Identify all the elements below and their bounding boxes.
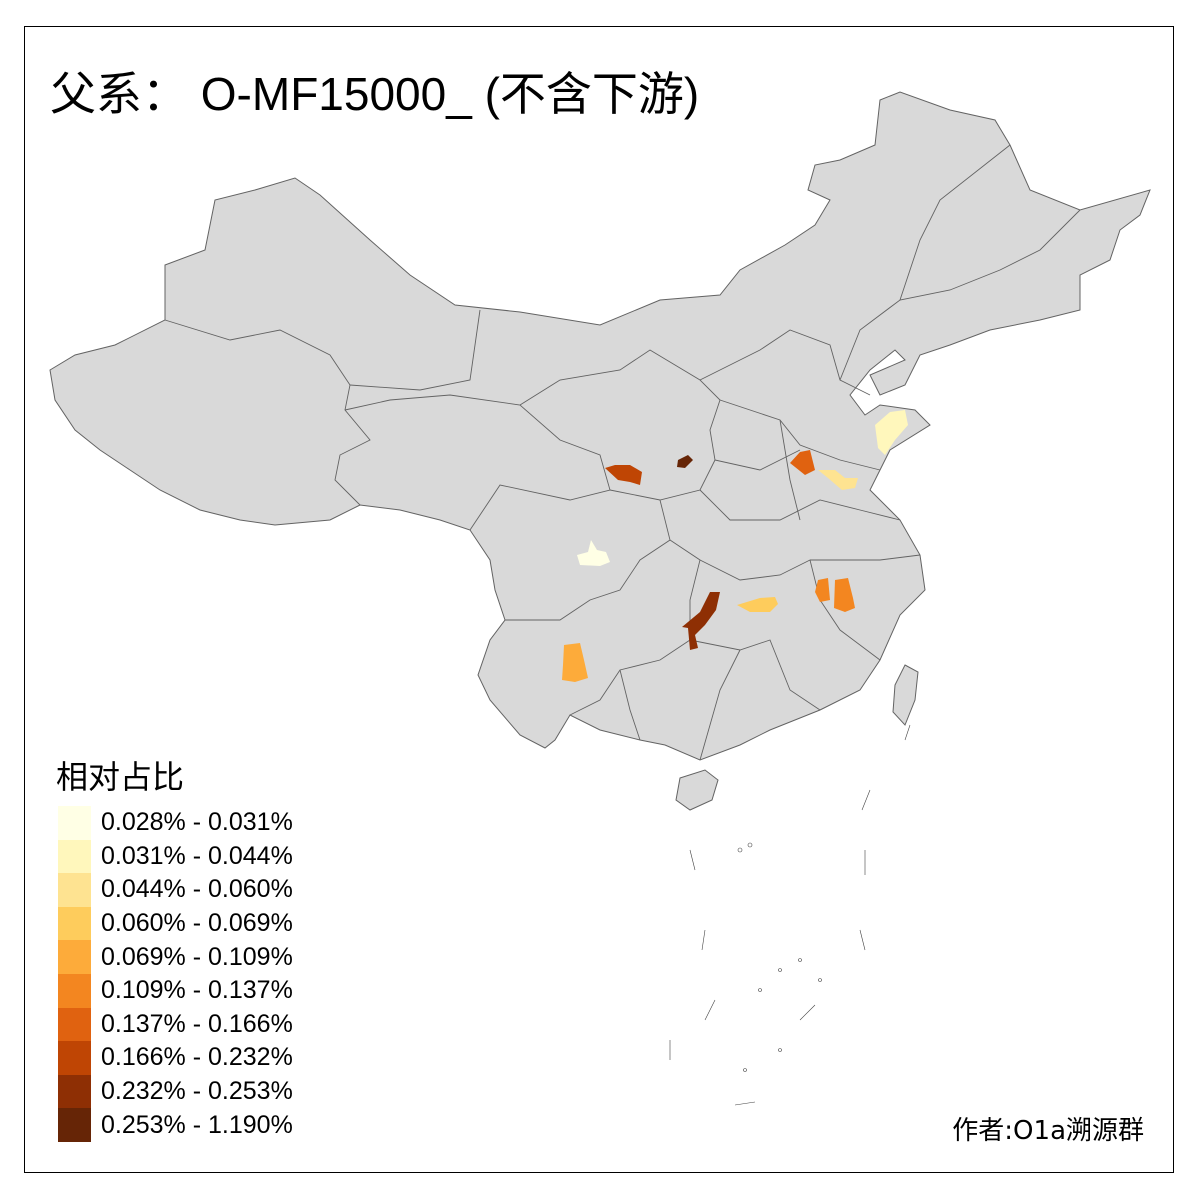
legend-title: 相对占比: [56, 758, 185, 796]
legend-label: 0.109% - 0.137%: [101, 976, 293, 1005]
legend-swatch: [58, 1074, 91, 1109]
map-title: 父系： O-MF15000_ (不含下游): [50, 68, 700, 120]
region-class-5: [834, 578, 855, 612]
legend-item: 0.028% - 0.031%: [58, 806, 293, 840]
south-china-sea-islands: [669, 724, 911, 1106]
legend-item: 0.044% - 0.060%: [58, 873, 293, 907]
legend-swatch: [58, 973, 91, 1008]
region-class-8: [682, 592, 720, 650]
legend-swatch: [58, 1108, 91, 1142]
legend-item: 0.137% - 0.166%: [58, 1007, 293, 1042]
legend-swatch: [58, 940, 91, 974]
legend: 0.028% - 0.031% 0.031% - 0.044% 0.044% - 0…: [58, 806, 293, 1142]
legend-item: 0.060% - 0.069%: [58, 906, 293, 941]
legend-label: 0.253% - 1.190%: [101, 1110, 293, 1139]
province-borders: [164, 144, 1081, 761]
legend-label: 0.137% - 0.166%: [101, 1009, 293, 1038]
legend-label: 0.232% - 0.253%: [101, 1077, 293, 1106]
legend-swatch: [58, 806, 91, 840]
region-class-3: [737, 597, 778, 612]
legend-swatch: [58, 1041, 91, 1075]
hainan: [675, 769, 719, 811]
legend-label: 0.031% - 0.044%: [101, 841, 293, 870]
region-class-9: [677, 455, 693, 468]
author-credit: 作者:O1a溯源群: [952, 1116, 1144, 1146]
region-class-7: [605, 465, 642, 485]
taiwan: [892, 664, 919, 726]
legend-swatch: [58, 839, 91, 874]
region-class-6: [790, 450, 815, 475]
legend-item: 0.109% - 0.137%: [58, 973, 293, 1008]
region-class-0: [577, 540, 610, 566]
legend-swatch: [58, 906, 91, 941]
legend-label: 0.028% - 0.031%: [101, 808, 293, 837]
region-class-1: [875, 410, 908, 455]
region-class-5: [815, 578, 830, 602]
china-mainland: [49, 91, 1151, 761]
legend-swatch: [58, 873, 91, 907]
legend-label: 0.044% - 0.060%: [101, 875, 293, 904]
region-class-2: [818, 470, 858, 490]
legend-item: 0.166% - 0.232%: [58, 1041, 293, 1075]
legend-label: 0.060% - 0.069%: [101, 909, 293, 938]
legend-label: 0.166% - 0.232%: [101, 1043, 293, 1072]
legend-item: 0.031% - 0.044%: [58, 839, 293, 874]
legend-item: 0.069% - 0.109%: [58, 940, 293, 974]
legend-swatch: [58, 1007, 91, 1042]
legend-label: 0.069% - 0.109%: [101, 942, 293, 971]
region-class-4: [562, 643, 588, 682]
legend-item: 0.253% - 1.190%: [58, 1108, 293, 1142]
map-frame: [24, 26, 1174, 1173]
legend-item: 0.232% - 0.253%: [58, 1074, 293, 1109]
